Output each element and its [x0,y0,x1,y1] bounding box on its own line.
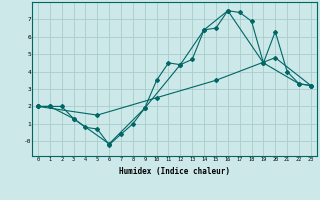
X-axis label: Humidex (Indice chaleur): Humidex (Indice chaleur) [119,167,230,176]
